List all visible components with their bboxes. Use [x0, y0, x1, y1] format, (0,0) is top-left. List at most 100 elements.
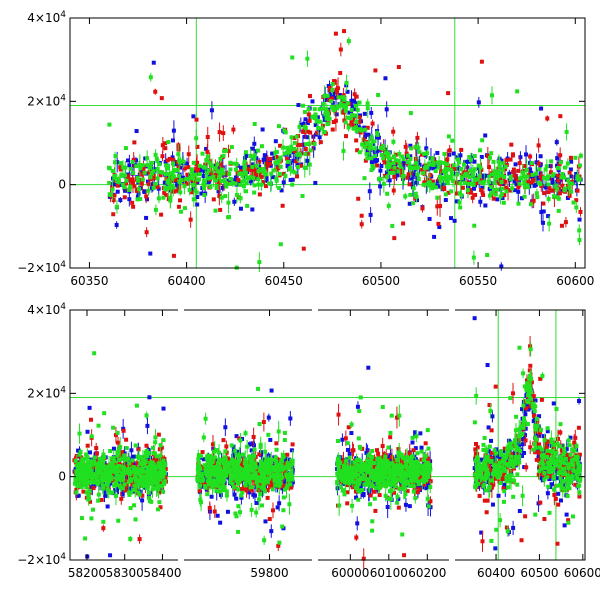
- data-point: [441, 182, 446, 187]
- data-point: [364, 450, 369, 455]
- data-point: [269, 171, 274, 176]
- data-point: [149, 469, 154, 474]
- data-point: [365, 106, 370, 111]
- data-point: [367, 189, 372, 194]
- data-point: [330, 88, 335, 93]
- data-point: [359, 222, 364, 227]
- data-point: [320, 123, 325, 128]
- data-point: [361, 556, 366, 561]
- data-point: [504, 158, 509, 163]
- data-point: [160, 143, 165, 148]
- data-point: [529, 161, 534, 166]
- data-point: [402, 553, 407, 558]
- data-point: [161, 406, 166, 411]
- data-point: [569, 189, 574, 194]
- data-point: [487, 193, 492, 198]
- data-point: [544, 164, 549, 169]
- data-point: [153, 435, 158, 440]
- data-point: [468, 157, 473, 162]
- data-point: [94, 467, 99, 472]
- data-point: [216, 189, 221, 194]
- data-point: [79, 485, 84, 490]
- data-point: [288, 482, 293, 487]
- data-point: [265, 479, 270, 484]
- data-point: [480, 138, 485, 143]
- data-point: [200, 484, 205, 489]
- data-point: [488, 155, 493, 160]
- data-point: [93, 461, 98, 466]
- data-point: [145, 453, 150, 458]
- data-point: [477, 174, 482, 179]
- data-point: [79, 460, 84, 465]
- data-point: [208, 454, 213, 459]
- data-point: [129, 490, 134, 495]
- data-point: [290, 442, 295, 447]
- data-point: [285, 162, 290, 167]
- data-point: [134, 403, 139, 408]
- data-point: [361, 137, 366, 142]
- data-point: [126, 470, 131, 475]
- data-point: [156, 486, 161, 491]
- data-point: [150, 487, 155, 492]
- data-point: [350, 105, 355, 110]
- data-point: [249, 473, 254, 478]
- data-point: [249, 488, 254, 493]
- data-point: [287, 463, 292, 468]
- data-point: [81, 489, 86, 494]
- data-point: [219, 195, 224, 200]
- data-point: [123, 188, 128, 193]
- data-point: [438, 175, 443, 180]
- data-point: [171, 185, 176, 190]
- data-point: [74, 487, 79, 492]
- data-point: [296, 165, 301, 170]
- data-point: [325, 122, 330, 127]
- data-point: [541, 201, 546, 206]
- data-point: [243, 457, 248, 462]
- data-point: [74, 480, 79, 485]
- data-point: [515, 89, 520, 94]
- data-point: [243, 487, 248, 492]
- data-point: [292, 146, 297, 151]
- data-point: [430, 186, 435, 191]
- data-point: [254, 500, 259, 505]
- data-point: [78, 450, 83, 455]
- data-point: [107, 471, 112, 476]
- data-point: [112, 483, 117, 488]
- data-point: [236, 487, 241, 492]
- data-point: [257, 452, 262, 457]
- data-point: [336, 86, 341, 91]
- data-point: [352, 92, 357, 97]
- data-point: [281, 508, 286, 513]
- data-point: [457, 160, 462, 165]
- data-point: [478, 148, 483, 153]
- data-point: [250, 207, 255, 212]
- data-point: [243, 480, 248, 485]
- data-point: [313, 180, 318, 185]
- data-point: [194, 167, 199, 172]
- data-point: [191, 197, 196, 202]
- data-point: [203, 481, 208, 486]
- data-point: [223, 466, 228, 471]
- data-point: [416, 485, 421, 490]
- data-point: [269, 480, 274, 485]
- data-point: [132, 503, 137, 508]
- data-point: [381, 181, 386, 186]
- data-point: [360, 142, 365, 147]
- data-point: [252, 493, 257, 498]
- data-point: [306, 112, 311, 117]
- data-point: [163, 192, 168, 197]
- data-point: [277, 540, 282, 545]
- data-point: [127, 187, 132, 192]
- data-point: [204, 487, 209, 492]
- data-point: [238, 206, 243, 211]
- data-point: [269, 483, 274, 488]
- data-point: [379, 164, 384, 169]
- data-point: [343, 436, 348, 441]
- data-point: [133, 488, 138, 493]
- data-point: [542, 175, 547, 180]
- data-point: [510, 152, 515, 157]
- data-point: [384, 107, 389, 112]
- data-point: [364, 152, 369, 157]
- data-point: [396, 447, 401, 452]
